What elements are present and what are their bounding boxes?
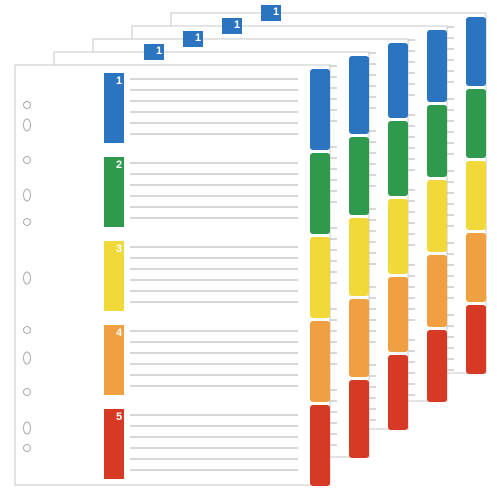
punch-hole	[23, 271, 31, 285]
side-tab	[388, 43, 408, 118]
punch-hole	[23, 101, 31, 109]
side-tab	[427, 105, 447, 177]
side-tab	[466, 89, 486, 158]
side-tab	[466, 233, 486, 302]
index-tab	[104, 157, 124, 227]
tab-number: 3	[116, 243, 122, 255]
side-tab	[349, 137, 369, 215]
index-tab	[104, 241, 124, 311]
tab-number: 1	[234, 19, 240, 31]
top-tab	[222, 18, 242, 34]
punch-hole	[23, 218, 31, 226]
side-tab	[349, 56, 369, 134]
side-tab	[310, 237, 330, 318]
side-tab	[427, 330, 447, 402]
punch-hole	[23, 326, 31, 334]
side-tab	[427, 180, 447, 252]
punch-hole	[23, 444, 31, 452]
side-tab	[388, 355, 408, 430]
top-tab	[183, 31, 203, 47]
top-tab	[261, 5, 281, 21]
side-tab	[466, 305, 486, 374]
side-tab	[466, 17, 486, 86]
side-tab	[427, 255, 447, 327]
side-tab	[349, 380, 369, 458]
punch-hole	[23, 188, 31, 202]
side-tab	[427, 30, 447, 102]
tab-number: 1	[273, 6, 279, 18]
index-tab	[104, 73, 124, 143]
punch-hole	[23, 118, 31, 132]
index-tab	[104, 409, 124, 479]
tab-number: 4	[116, 327, 123, 339]
punch-hole	[23, 421, 31, 435]
side-tab	[388, 121, 408, 196]
side-tab	[310, 321, 330, 402]
divider-sheet: 1 2 3 4 5	[14, 64, 331, 486]
tab-number: 1	[156, 45, 162, 57]
tab-number: 2	[116, 159, 122, 171]
side-tab	[310, 69, 330, 150]
punch-hole	[23, 388, 31, 396]
side-tab	[349, 299, 369, 377]
punch-hole	[23, 351, 31, 365]
side-tab	[310, 405, 330, 486]
side-tab	[349, 218, 369, 296]
side-tab	[388, 277, 408, 352]
side-tab	[466, 161, 486, 230]
index-tab	[104, 325, 124, 395]
tab-number: 1	[116, 75, 122, 87]
side-tab	[310, 153, 330, 234]
tab-number: 5	[116, 411, 122, 423]
side-tab	[388, 199, 408, 274]
tab-number: 1	[195, 32, 201, 44]
sheet	[14, 64, 331, 486]
top-tab	[144, 44, 164, 60]
punch-hole	[23, 156, 31, 164]
